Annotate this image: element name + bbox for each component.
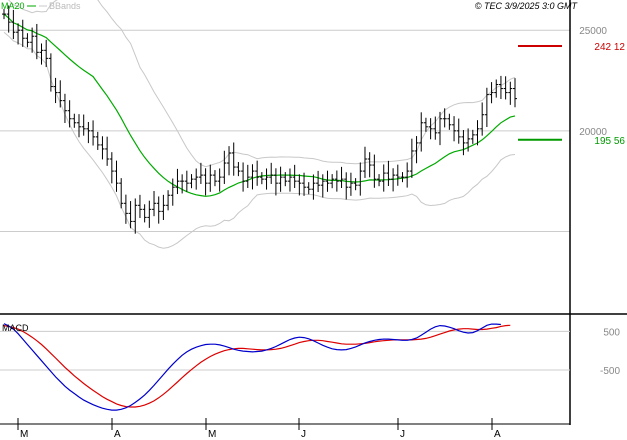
- copyright-text: © TEC 3/9/2025 3:0 GMT: [475, 1, 579, 11]
- x-tick-label: A: [114, 429, 121, 440]
- price-tick-label: 25000: [579, 26, 607, 37]
- price-levels: 242 12 195 56: [518, 42, 625, 147]
- macd-signal-line: [3, 324, 511, 408]
- legend-bbands: BBands: [49, 1, 81, 11]
- price-bars: [2, 5, 517, 234]
- macd-axis: 500 -500: [600, 327, 620, 377]
- x-tick-label: M: [208, 429, 216, 440]
- x-tick-label: M: [20, 429, 28, 440]
- macd-title: MACD: [2, 323, 29, 333]
- bbands-lower-line: [3, 31, 516, 249]
- macd-tick-label: -500: [600, 366, 620, 377]
- x-tick-label: J: [400, 429, 405, 440]
- level-label: 242 12: [594, 42, 625, 53]
- legend-ma20: MA20: [1, 1, 25, 11]
- x-tick-label: J: [301, 429, 306, 440]
- price-tick-label: 20000: [579, 127, 607, 138]
- level-label: 195 56: [594, 136, 625, 147]
- macd-tick-label: 500: [603, 327, 620, 338]
- x-tick-label: A: [494, 429, 501, 440]
- ma20-line: [3, 13, 516, 197]
- price-gridlines: [0, 29, 570, 232]
- price-axis: 20000 25000: [579, 26, 607, 138]
- macd-line: [3, 323, 501, 411]
